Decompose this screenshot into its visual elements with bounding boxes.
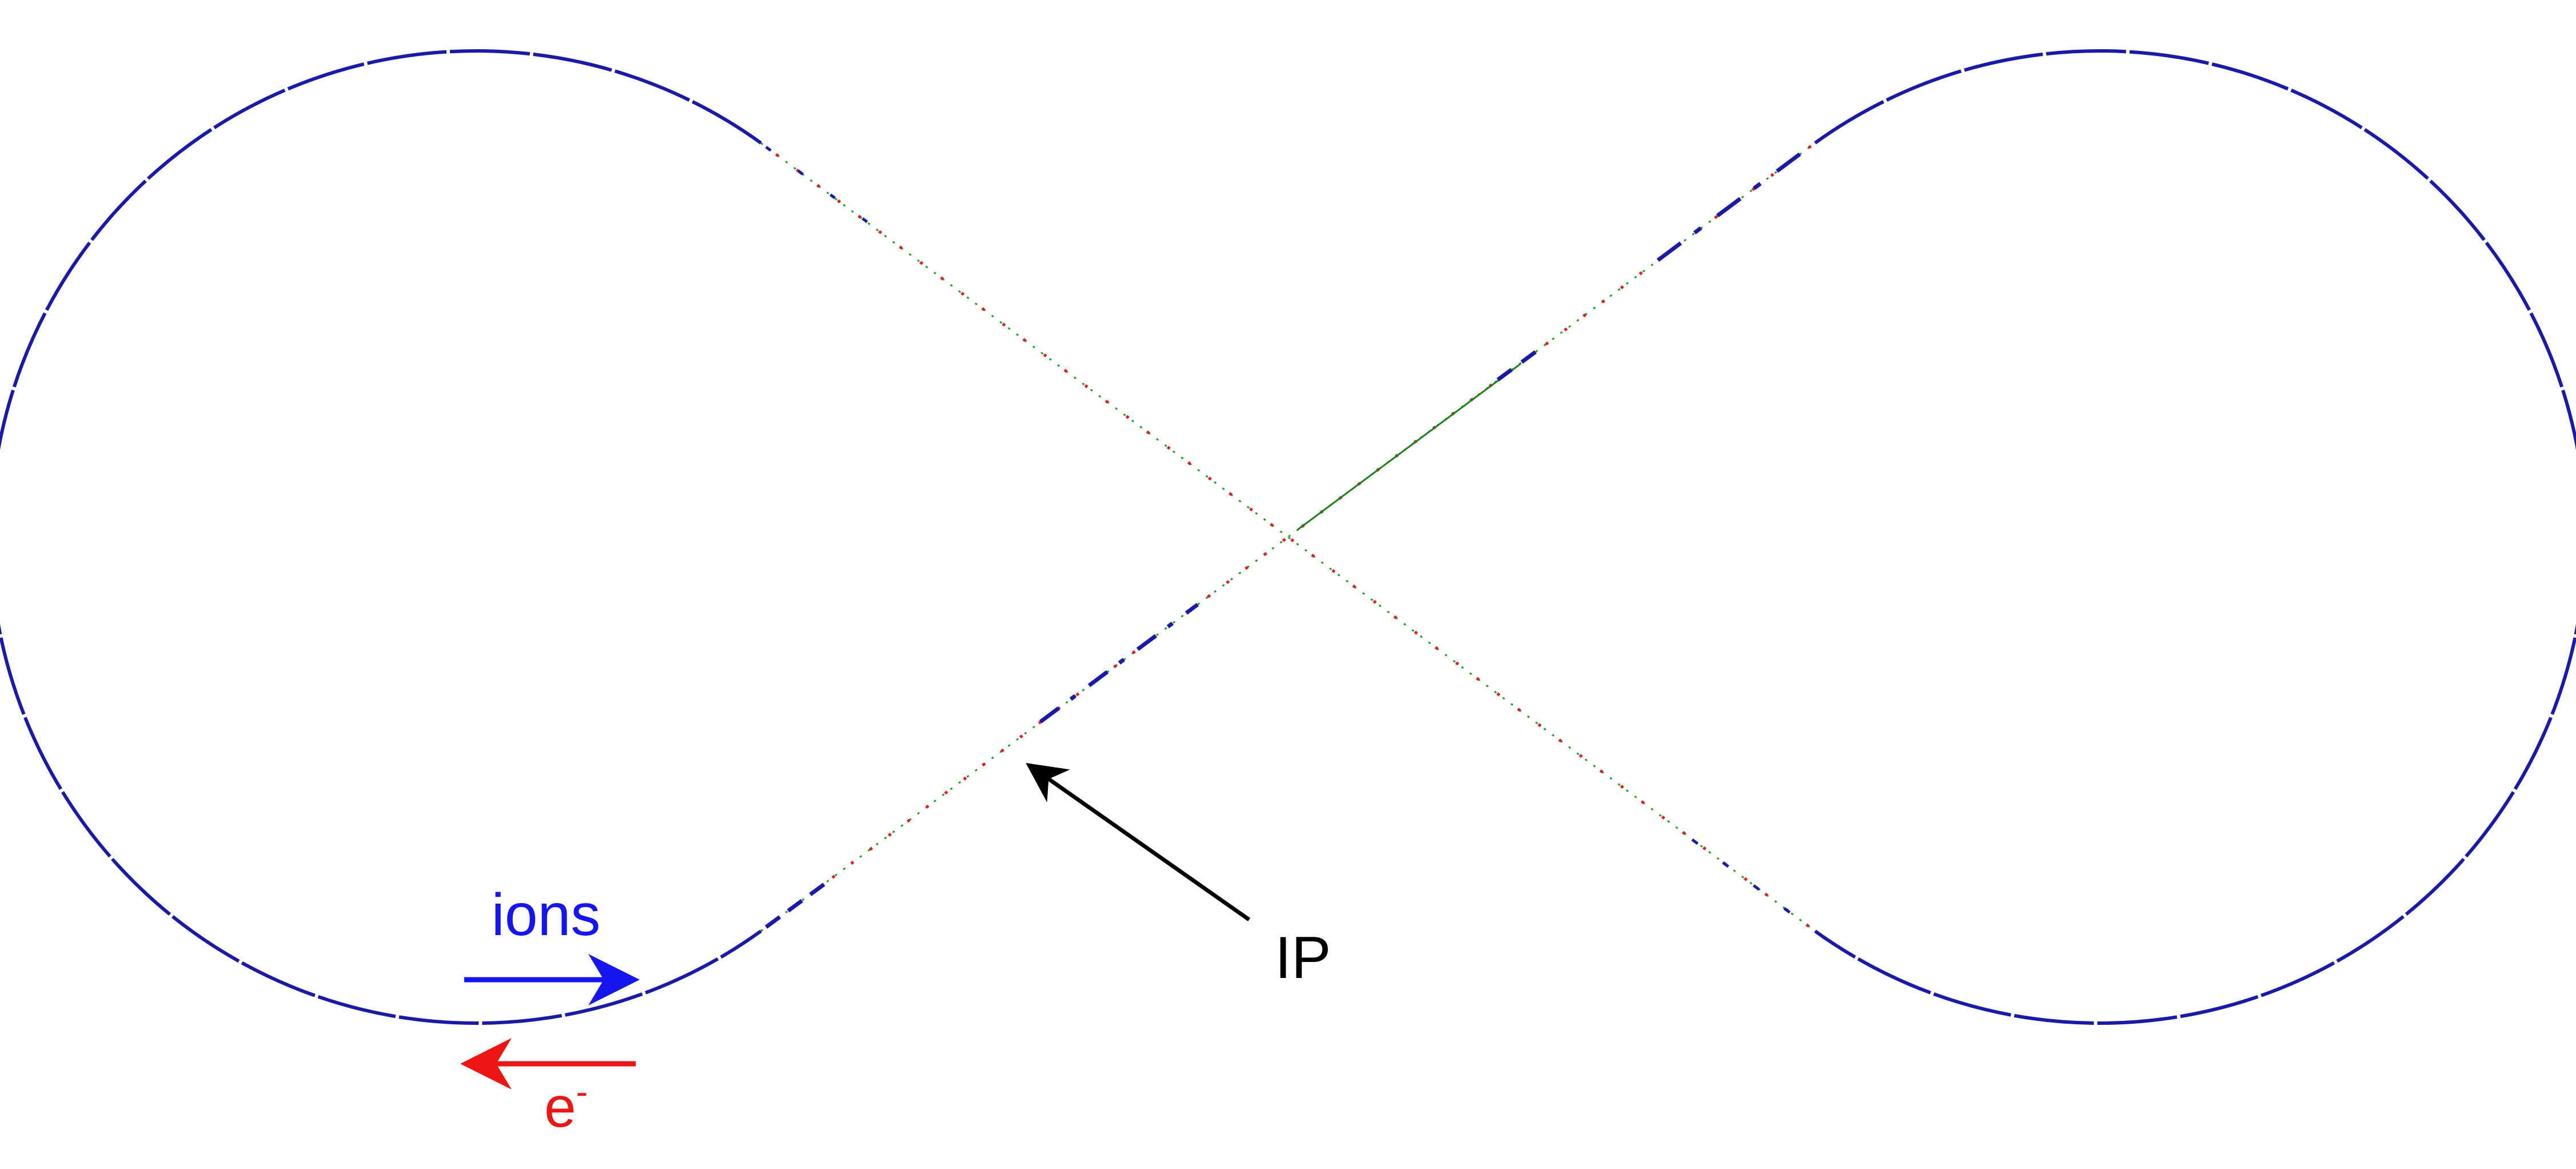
magnet-cluster-upper-left	[765, 145, 893, 242]
electron-label-superscript: -	[576, 1072, 588, 1112]
electron-indicator: e-	[460, 1038, 636, 1139]
ions-label: ions	[492, 882, 601, 948]
ions-indicator: ions	[464, 882, 640, 1005]
left-ring-arc	[0, 49, 762, 1025]
ip-solid-segment	[1297, 363, 1521, 531]
electron-label: e-	[544, 1072, 588, 1139]
ip-pointer-arrow	[1026, 762, 1251, 921]
magnet-cluster-lower-left	[764, 879, 831, 929]
right-ring-arc	[1814, 49, 2576, 1025]
ip-indicator: IP	[1026, 762, 1331, 991]
magnet-cluster-upper-right	[1496, 344, 1545, 381]
magnet-cluster-top-right	[1656, 145, 1811, 262]
magnet-cluster-ip-left	[1039, 603, 1199, 723]
ip-label: IP	[1275, 925, 1331, 991]
figure-eight-ring	[0, 49, 2576, 1025]
electron-label-base: e	[544, 1075, 576, 1139]
